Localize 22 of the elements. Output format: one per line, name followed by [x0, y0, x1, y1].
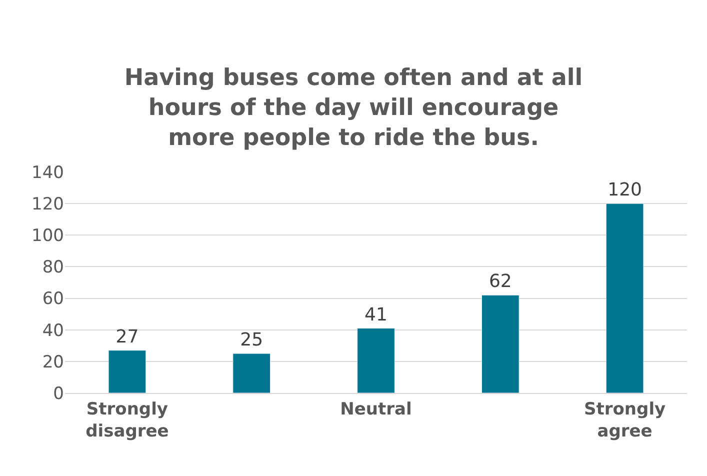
y-tick-label: 0: [53, 384, 64, 404]
bar: [232, 353, 271, 393]
x-tick-label: Strongly disagree: [86, 399, 169, 442]
y-tick-label: 60: [42, 289, 64, 310]
y-tick-label: 80: [42, 258, 64, 278]
y-tick-label: 120: [32, 194, 64, 215]
data-label: 62: [488, 271, 512, 292]
data-label: 27: [116, 326, 139, 348]
y-tick-label: 100: [32, 226, 64, 246]
x-tick-label: Neutral: [340, 399, 412, 420]
chart-title: Having buses come often and at all hours of the day will encourage more people to ride the bus.: [124, 65, 583, 151]
bar: [357, 328, 395, 393]
x-tick-label: Strongly agree: [584, 399, 666, 442]
data-label: 120: [608, 180, 642, 201]
y-tick-label: 40: [42, 320, 64, 341]
bar: [108, 350, 146, 393]
data-label: 25: [240, 330, 264, 351]
y-tick-label: 20: [42, 352, 64, 372]
y-tick-label: 140: [32, 162, 64, 183]
bar: [481, 294, 520, 393]
data-label: 41: [364, 304, 388, 326]
bar: [606, 203, 644, 393]
